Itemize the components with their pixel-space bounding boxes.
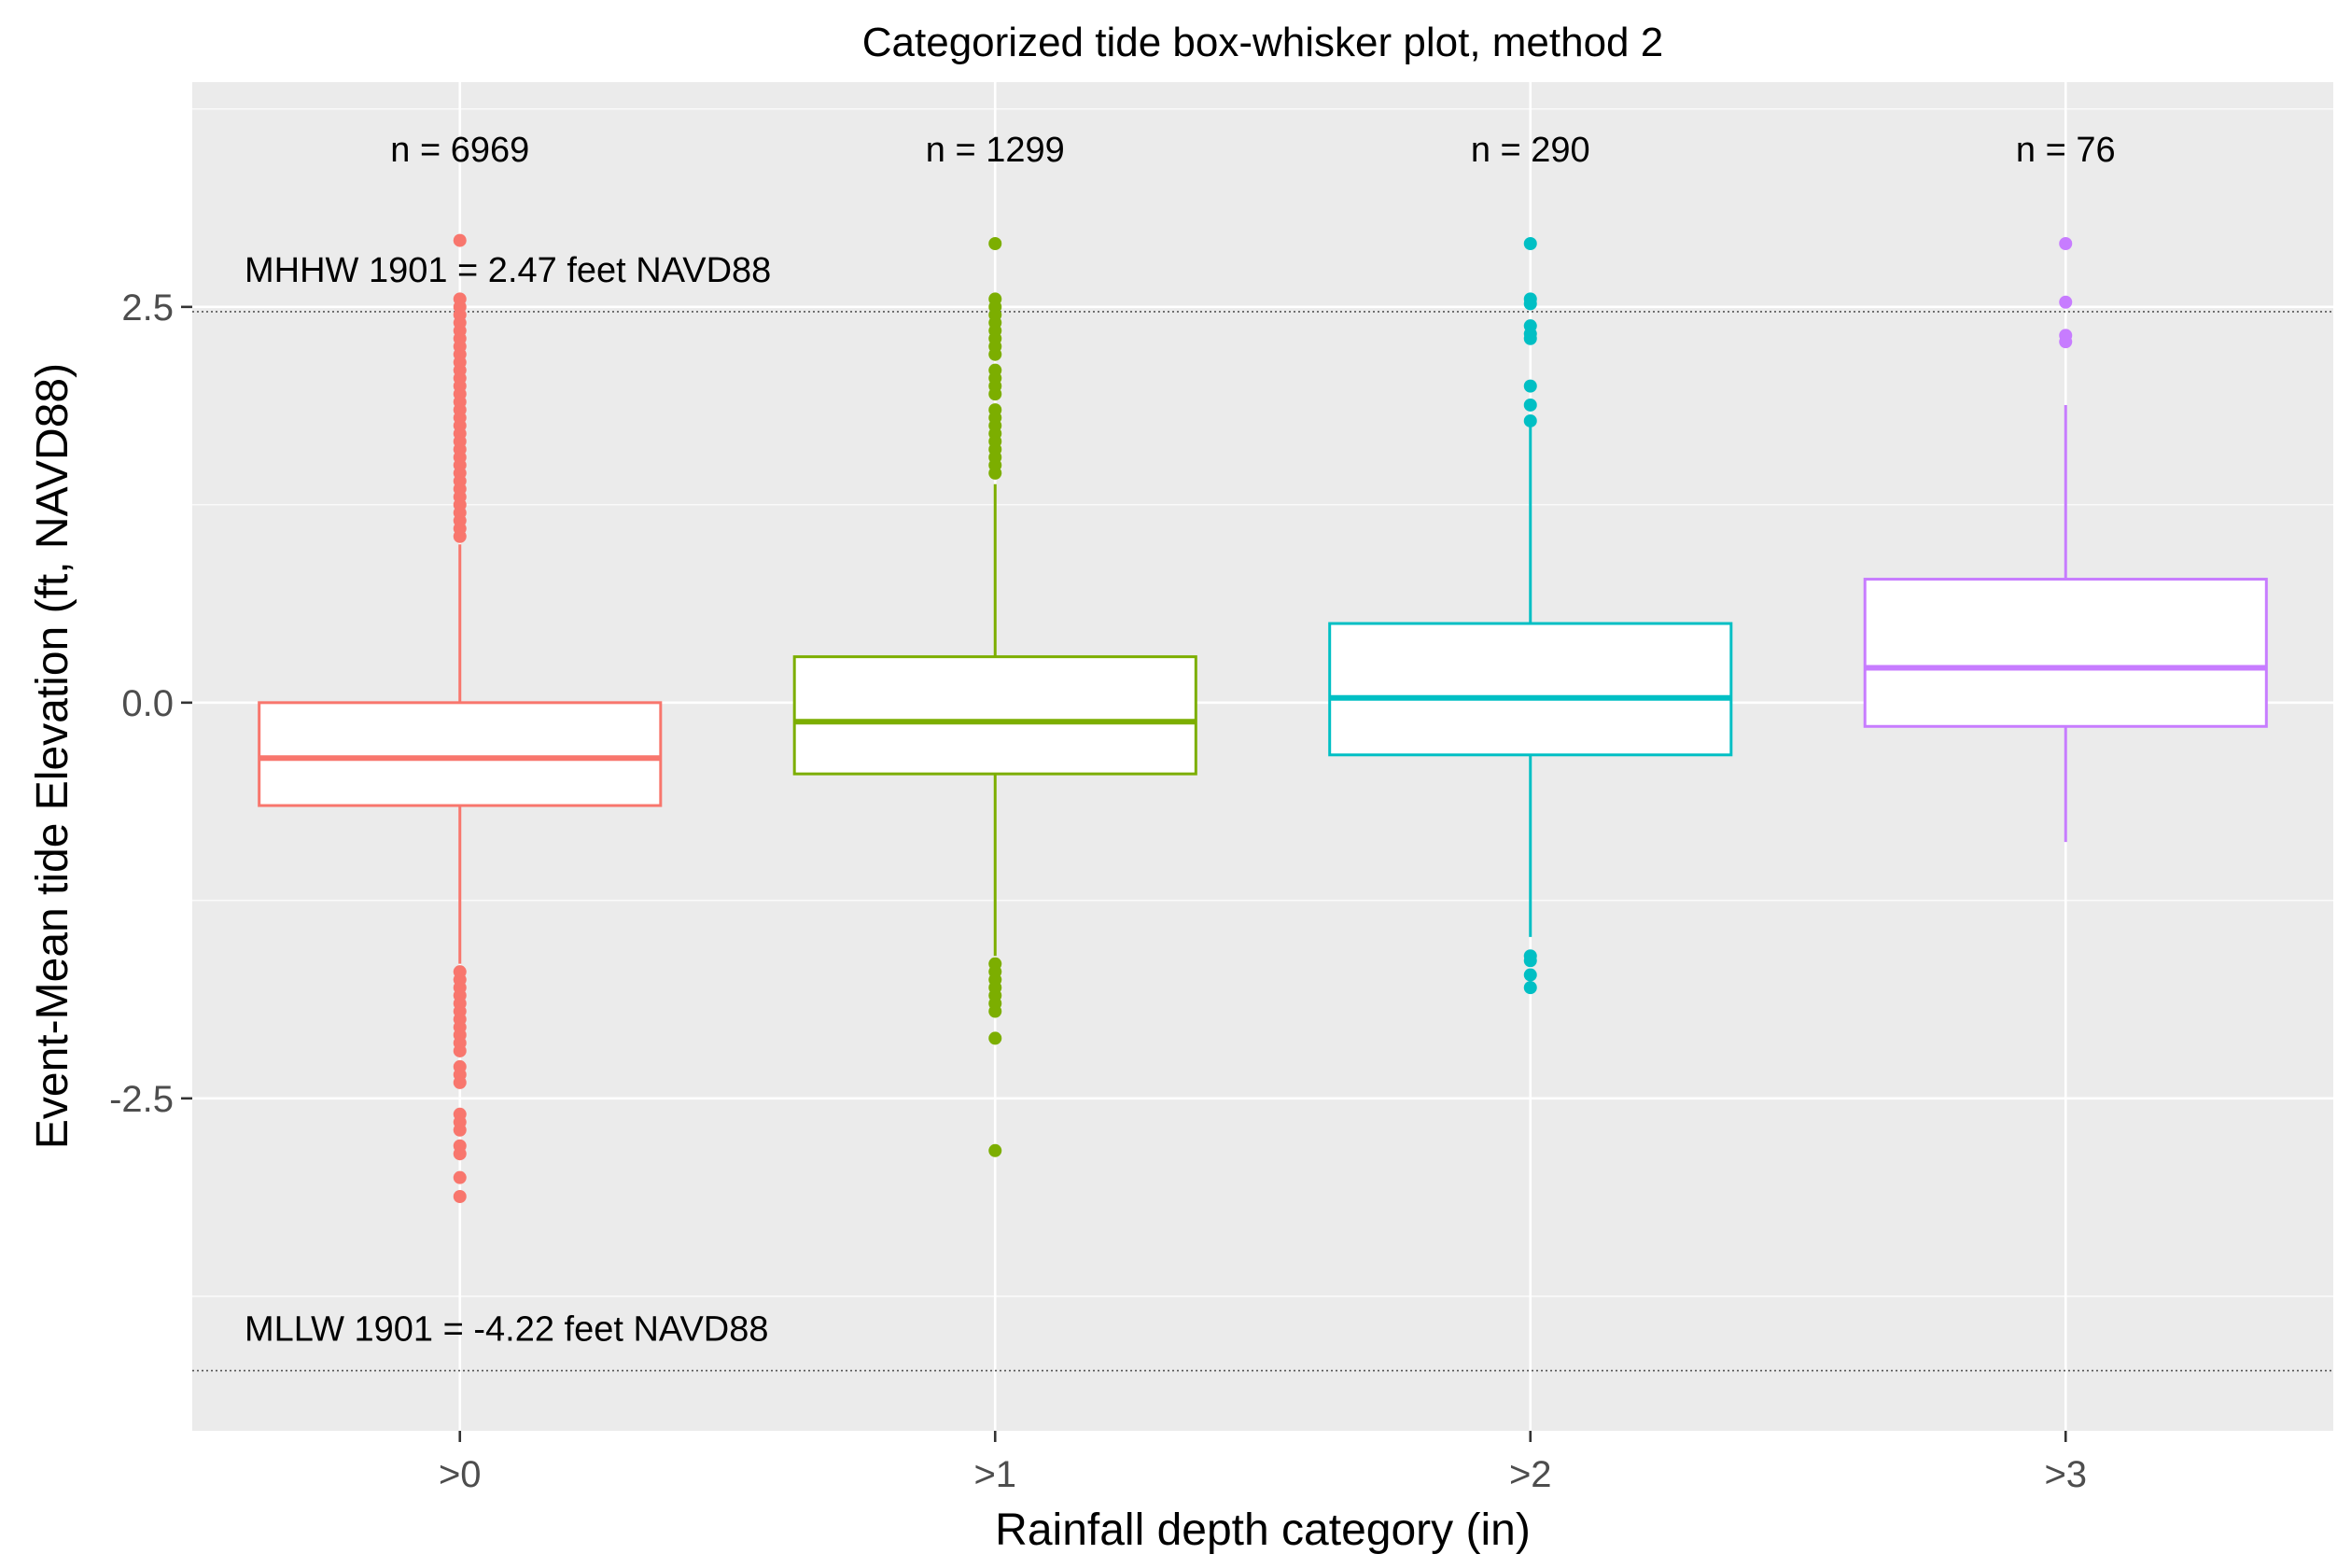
box-iqr	[258, 701, 663, 807]
box-iqr	[792, 655, 1197, 776]
mhhw-label: MHHW 1901 = 2.47 feet NAVD88	[245, 251, 771, 290]
outlier-point	[453, 1170, 467, 1184]
x-tick-label: >1	[973, 1454, 1016, 1495]
axes: -2.5 0.0 2.5 >0 >1 >2 >3	[109, 287, 2087, 1495]
outlier-point	[453, 1189, 467, 1203]
count-label: n = 6969	[390, 131, 529, 170]
mllw-label: MLLW 1901 = -4.22 feet NAVD88	[245, 1310, 769, 1350]
y-tick-label: 0.0	[121, 683, 174, 724]
outlier-point	[2059, 335, 2073, 349]
outlier-point	[1523, 954, 1537, 968]
box-group	[258, 233, 663, 1203]
outlier-point	[453, 1147, 467, 1161]
box-group	[792, 236, 1197, 1157]
count-labels: n = 6969 n = 1299 n = 290 n = 76	[390, 131, 2115, 170]
outlier-point	[988, 466, 1002, 480]
outlier-point	[453, 1123, 467, 1137]
outlier-point	[1523, 331, 1537, 345]
box-group	[1863, 236, 2268, 843]
outlier-point	[1523, 968, 1537, 982]
outlier-point	[453, 1075, 467, 1089]
count-label: n = 1299	[926, 131, 1065, 170]
outlier-point	[1523, 297, 1537, 311]
count-label: n = 290	[1471, 131, 1590, 170]
outlier-point	[988, 1143, 1002, 1157]
outlier-point	[1523, 236, 1537, 250]
outlier-point	[988, 387, 1002, 401]
outlier-point	[988, 236, 1002, 250]
outlier-point	[1523, 398, 1537, 412]
chart-title: Categorized tide box-whisker plot, metho…	[862, 20, 1663, 65]
outlier-point	[2059, 236, 2073, 250]
outlier-point	[453, 529, 467, 543]
box-iqr	[1863, 578, 2268, 728]
outlier-point	[988, 1031, 1002, 1045]
outlier-point	[1523, 413, 1537, 427]
y-axis-title: Event-Mean tide Elevation (ft, NAVD88)	[28, 363, 77, 1149]
x-tick-label: >3	[2044, 1454, 2087, 1495]
x-tick-label: >0	[439, 1454, 482, 1495]
outlier-point	[988, 1004, 1002, 1018]
outlier-point	[988, 347, 1002, 361]
outlier-point	[1523, 981, 1537, 995]
boxes	[258, 233, 2268, 1203]
x-tick-label: >2	[1509, 1454, 1552, 1495]
box-iqr	[1328, 622, 1733, 757]
count-label: n = 76	[2016, 131, 2116, 170]
x-axis-title: Rainfall depth category (in)	[995, 1505, 1531, 1555]
y-tick-label: -2.5	[109, 1079, 174, 1120]
outlier-point	[2059, 295, 2073, 309]
reference-lines: MHHW 1901 = 2.47 feet NAVD88 MLLW 1901 = …	[192, 251, 2333, 1372]
y-tick-label: 2.5	[121, 287, 174, 329]
outlier-point	[453, 1043, 467, 1057]
box-group	[1328, 236, 1733, 995]
outlier-point	[453, 233, 467, 247]
outlier-point	[1523, 379, 1537, 393]
